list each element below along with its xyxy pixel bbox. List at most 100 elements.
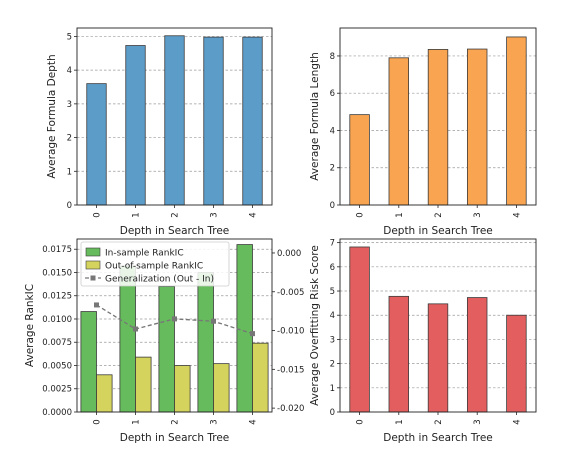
panel2-ytick-label: 6 bbox=[330, 89, 335, 99]
panel2-xtick-label: 1 bbox=[395, 212, 405, 217]
panel4-ytick-label: 3 bbox=[330, 335, 335, 345]
panel3-generalization-point bbox=[250, 331, 255, 337]
panel1-xlabel: Depth in Search Tree bbox=[120, 225, 230, 237]
panel3-bar-out-of-sample bbox=[252, 342, 269, 413]
panel4-ylabel: Average Overfitting Risk Score bbox=[309, 245, 321, 406]
panel2-frame bbox=[339, 27, 537, 206]
panel3-legend-marker bbox=[90, 275, 96, 281]
panel4-ytick-label: 4 bbox=[330, 311, 335, 321]
panel4-frame bbox=[339, 238, 537, 413]
panel3-ytick-right-label: 0.000 bbox=[277, 249, 301, 259]
panel4-ytick-label: 2 bbox=[330, 360, 335, 370]
panel4-bar bbox=[506, 314, 527, 413]
panel3-legend-label: In-sample RankIC bbox=[105, 249, 184, 259]
panel4-bar bbox=[427, 303, 449, 413]
panel1-bar bbox=[242, 36, 263, 206]
panel3-xtick-label: 0 bbox=[93, 419, 103, 424]
panel3-generalization-point bbox=[94, 302, 99, 308]
panel3-ytick-right-label: -0.020 bbox=[277, 404, 304, 414]
panel4-ytick-label: 5 bbox=[330, 287, 335, 297]
panel3-ytick-label: 0.0100 bbox=[42, 315, 72, 325]
panel4-ytick-label: 1 bbox=[330, 384, 335, 394]
panel4-ytick-label: 0 bbox=[330, 408, 335, 418]
panel1-bar bbox=[86, 83, 107, 206]
panel1-ytick-label: 2 bbox=[67, 134, 72, 144]
panel2-bar bbox=[506, 36, 527, 206]
panel3-legend-box bbox=[80, 241, 230, 287]
panel4-ytick-label: 7 bbox=[330, 239, 335, 249]
panel3-bar-out-of-sample bbox=[213, 363, 230, 413]
panel2-ylabel: Average Formula Length bbox=[309, 52, 321, 180]
panel2-xtick-label: 4 bbox=[512, 212, 522, 217]
panel2-bar bbox=[349, 114, 370, 206]
panel1-ylabel: Average Formula Depth bbox=[46, 54, 58, 178]
panel2-ytick-label: 0 bbox=[330, 201, 335, 211]
panel3-ytick-right-label: -0.015 bbox=[277, 365, 304, 375]
panel4-xtick-label: 2 bbox=[434, 419, 444, 424]
panel4-ytick-label: 6 bbox=[330, 263, 335, 273]
panel3-generalization-point bbox=[172, 316, 177, 322]
panel3-frame bbox=[76, 238, 273, 413]
panel3-bar-in-sample bbox=[197, 272, 214, 413]
panel3-ytick-right-label: -0.005 bbox=[277, 288, 304, 298]
panel2-xtick-label: 2 bbox=[434, 212, 444, 217]
panel3-bar-out-of-sample bbox=[96, 374, 113, 413]
panel4-xtick-label: 0 bbox=[356, 419, 366, 424]
panel2-bar bbox=[388, 57, 410, 206]
panel4-bar bbox=[466, 297, 488, 413]
panel3-ytick-right-label: -0.010 bbox=[277, 327, 304, 337]
panel4-xtick-label: 4 bbox=[512, 419, 522, 424]
panel3-bar-in-sample bbox=[158, 286, 175, 413]
panel3-generalization-point bbox=[133, 326, 138, 332]
panel1-xtick-label: 3 bbox=[210, 212, 220, 217]
panel3-ytick-label: 0.0150 bbox=[42, 268, 72, 278]
panel4-xtick-label: 3 bbox=[473, 419, 483, 424]
panel3-bar-out-of-sample bbox=[174, 365, 191, 413]
panel3-bar-in-sample bbox=[119, 265, 136, 413]
panel1-xtick-label: 1 bbox=[132, 212, 142, 217]
panel3-ytick-label: 0.0000 bbox=[42, 408, 72, 418]
panel3-generalization-point bbox=[211, 318, 216, 324]
panel3-ytick-label: 0.0175 bbox=[42, 245, 72, 255]
panel1-xtick-label: 4 bbox=[249, 212, 259, 217]
panel3-ytick-label: 0.0125 bbox=[42, 292, 72, 302]
panel1-xtick-label: 0 bbox=[93, 212, 103, 217]
panel2-xlabel: Depth in Search Tree bbox=[383, 225, 493, 237]
panel4-xtick-label: 1 bbox=[395, 419, 405, 424]
panel3-ytick-label: 0.0025 bbox=[42, 385, 72, 395]
panel1-ytick-label: 0 bbox=[67, 201, 72, 211]
panel4-xlabel: Depth in Search Tree bbox=[383, 432, 493, 444]
panel2-xtick-label: 0 bbox=[356, 212, 366, 217]
panel2-xtick-label: 3 bbox=[473, 212, 483, 217]
panel3-xtick-label: 2 bbox=[171, 419, 181, 424]
panel1-xtick-label: 2 bbox=[171, 212, 181, 217]
panel3-ytick-label: 0.0075 bbox=[42, 338, 72, 348]
panel1-ytick-label: 1 bbox=[67, 167, 72, 177]
panel2-ytick-label: 8 bbox=[330, 52, 335, 62]
panel1-bar bbox=[164, 35, 185, 206]
panel3-bar-in-sample bbox=[80, 311, 97, 413]
panel1-bar bbox=[203, 36, 224, 206]
panel2-bar bbox=[427, 49, 449, 206]
panel2-ytick-label: 4 bbox=[330, 126, 335, 136]
panel3-xtick-label: 3 bbox=[210, 419, 220, 424]
panel4-bar bbox=[388, 295, 410, 413]
panel3-ytick-label: 0.0050 bbox=[42, 361, 72, 371]
panel3-bar-out-of-sample bbox=[135, 356, 152, 413]
panel3-xtick-label: 4 bbox=[249, 419, 259, 424]
panel3-ylabel: Average RankIC bbox=[24, 284, 36, 367]
panel1-bar bbox=[125, 45, 146, 206]
panel3-legend-swatch bbox=[85, 247, 101, 257]
panel4-bar bbox=[349, 246, 370, 413]
panel1-frame bbox=[76, 27, 273, 206]
panel1-ytick-label: 3 bbox=[67, 100, 72, 110]
panel3-legend-swatch bbox=[85, 260, 101, 270]
panel2-ytick-label: 2 bbox=[330, 164, 335, 174]
panel3-bar-in-sample bbox=[236, 244, 253, 413]
panel3-xtick-label: 1 bbox=[132, 419, 142, 424]
panel3-legend-label: Out-of-sample RankIC bbox=[105, 262, 203, 272]
panel3-xlabel: Depth in Search Tree bbox=[120, 432, 230, 444]
panel1-ytick-label: 4 bbox=[67, 66, 72, 76]
panel3-legend-label: Generalization (Out - In) bbox=[105, 275, 214, 285]
